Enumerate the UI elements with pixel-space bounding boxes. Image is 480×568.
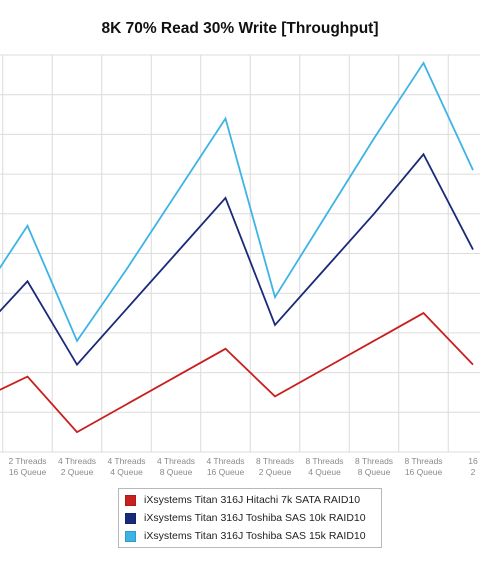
x-tick-label: 4 Threads xyxy=(157,456,195,466)
series-line-2 xyxy=(0,61,474,343)
x-tick-label: 8 Threads xyxy=(355,456,393,466)
legend-item-toshiba-10k: iXsystems Titan 316J Toshiba SAS 10k RAI… xyxy=(125,510,366,526)
x-tick-label: 4 Queue xyxy=(110,467,143,477)
legend-swatch-hitachi-7k xyxy=(125,494,136,506)
x-tick-label: 8 Threads xyxy=(256,456,294,466)
x-tick-label: 8 Queue xyxy=(358,467,391,477)
chart-title: 8K 70% Read 30% Write [Throughput] xyxy=(101,20,379,37)
x-tick-label: 16 Queue xyxy=(9,467,47,477)
legend-item-toshiba-15k: iXsystems Titan 316J Toshiba SAS 15k RAI… xyxy=(125,528,366,544)
x-tick-label: 4 Queue xyxy=(308,467,341,477)
legend-label-hitachi-7k: iXsystems Titan 316J Hitachi 7k SATA RAI… xyxy=(144,494,361,506)
x-tick-label: 4 Threads xyxy=(107,456,145,466)
legend-label-toshiba-15k: iXsystems Titan 316J Toshiba SAS 15k RAI… xyxy=(144,530,366,542)
legend-swatch-toshiba-10k xyxy=(125,512,136,524)
x-tick-label: 2 Queue xyxy=(61,467,94,477)
legend-swatch-toshiba-15k xyxy=(125,530,136,542)
chart-legend: iXsystems Titan 316J Hitachi 7k SATA RAI… xyxy=(118,488,382,548)
x-tick-label: 4 Threads xyxy=(206,456,244,466)
legend-item-hitachi-7k: iXsystems Titan 316J Hitachi 7k SATA RAI… xyxy=(125,492,360,508)
x-tick-label: 16 Queue xyxy=(207,467,245,477)
x-tick-label: 2 Threads xyxy=(8,456,46,466)
x-tick-label: 8 Threads xyxy=(305,456,343,466)
x-tick-label: 16 xyxy=(468,456,478,466)
x-tick-label: 2 Queue xyxy=(259,467,292,477)
legend-label-toshiba-10k: iXsystems Titan 316J Toshiba SAS 10k RAI… xyxy=(144,512,366,524)
x-tick-label: 8 Queue xyxy=(160,467,193,477)
x-tick-label: 2 xyxy=(471,467,476,477)
x-tick-label: 16 Queue xyxy=(405,467,443,477)
x-tick-label: 8 Threads xyxy=(404,456,442,466)
x-tick-label: 4 Threads xyxy=(58,456,96,466)
